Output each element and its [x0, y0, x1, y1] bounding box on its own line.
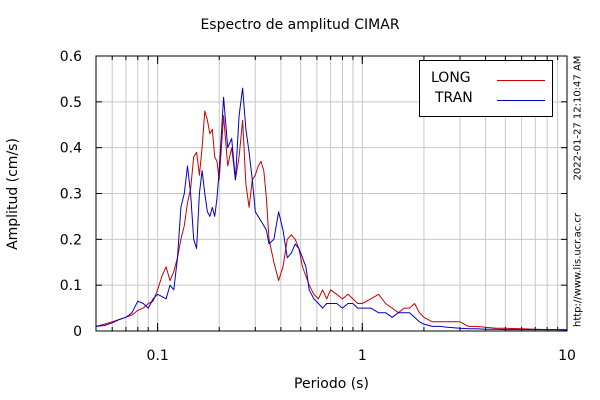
- chart-title: Espectro de amplitud CIMAR: [200, 17, 400, 33]
- legend-label-long: LONG: [431, 70, 471, 86]
- series-line-tran: [95, 87, 568, 331]
- x-tick-label: 10: [558, 348, 576, 364]
- legend-swatch-tran: [497, 100, 545, 101]
- legend-swatch-long: [497, 80, 545, 81]
- grid: [96, 56, 567, 331]
- y-tick-label: 0.3: [60, 187, 82, 203]
- x-axis-label: Periodo (s): [294, 376, 369, 392]
- series-group: [95, 87, 568, 331]
- x-tick-label: 0.1: [146, 348, 168, 364]
- x-tick-label: 1: [358, 348, 367, 364]
- ticks: 0 0.1 0.2 0.3 0.4 0.5 0.6 0.1 1 10: [60, 49, 576, 364]
- y-tick-label: 0.4: [60, 141, 82, 157]
- y-tick-label: 0.2: [60, 232, 82, 248]
- legend: LONG TRAN: [419, 60, 553, 117]
- timestamp-stamp: 2022-01-27 12:10:47 AM: [572, 55, 584, 181]
- y-axis-label: Amplitud (cm/s): [5, 138, 21, 250]
- y-tick-label: 0.5: [60, 95, 82, 111]
- y-tick-label: 0.6: [60, 49, 82, 65]
- y-tick-label: 0.1: [60, 278, 82, 294]
- legend-label-tran: TRAN: [435, 90, 473, 106]
- y-tick-label: 0: [73, 324, 82, 340]
- source-url-stamp: http://www.lis.ucr.ac.cr: [572, 213, 584, 327]
